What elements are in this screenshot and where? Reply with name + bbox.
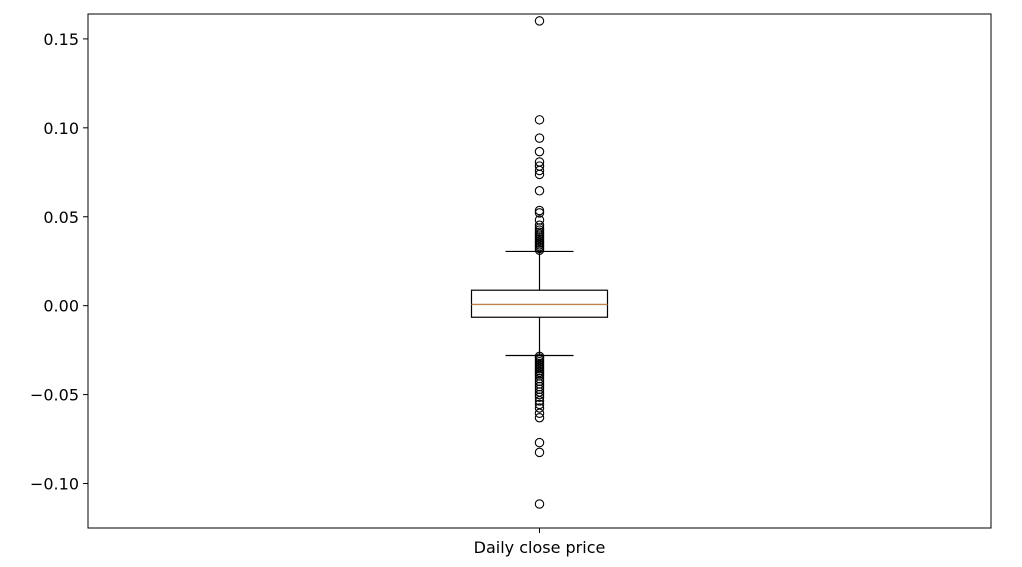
y-tick-label: 0.15	[43, 30, 79, 49]
outlier-point	[534, 133, 545, 143]
outlier-point	[534, 208, 545, 218]
outlier-point	[534, 169, 545, 180]
outlier-point	[534, 16, 545, 26]
outlier-point	[534, 403, 545, 413]
y-tick-label: −0.10	[30, 475, 79, 494]
outlier-point	[534, 115, 545, 125]
outlier-point	[534, 245, 545, 255]
y-tick-label: 0.00	[43, 297, 79, 316]
outlier-point	[534, 447, 545, 458]
outlier-point	[534, 146, 545, 157]
x-tick-label: Daily close price	[474, 538, 606, 557]
outlier-point	[534, 205, 545, 216]
outlier-point	[534, 165, 545, 176]
box-plot	[470, 250, 609, 357]
outlier-point	[534, 412, 545, 423]
y-axis: −0.10 −0.05 0.00 0.05 0.10 0.15	[30, 30, 88, 494]
iqr-box	[470, 289, 609, 318]
outlier-points	[534, 16, 545, 509]
outlier-point	[534, 392, 545, 403]
outlier-point	[534, 396, 545, 406]
y-tick-label: 0.10	[43, 119, 79, 138]
outlier-point	[534, 408, 545, 419]
y-tick-label: 0.05	[43, 208, 79, 227]
y-tick-label: −0.05	[30, 386, 79, 405]
outlier-point	[534, 499, 545, 509]
outlier-point	[534, 186, 545, 196]
outlier-point	[534, 437, 545, 448]
outlier-point	[534, 389, 545, 400]
x-axis: Daily close price	[474, 528, 606, 557]
